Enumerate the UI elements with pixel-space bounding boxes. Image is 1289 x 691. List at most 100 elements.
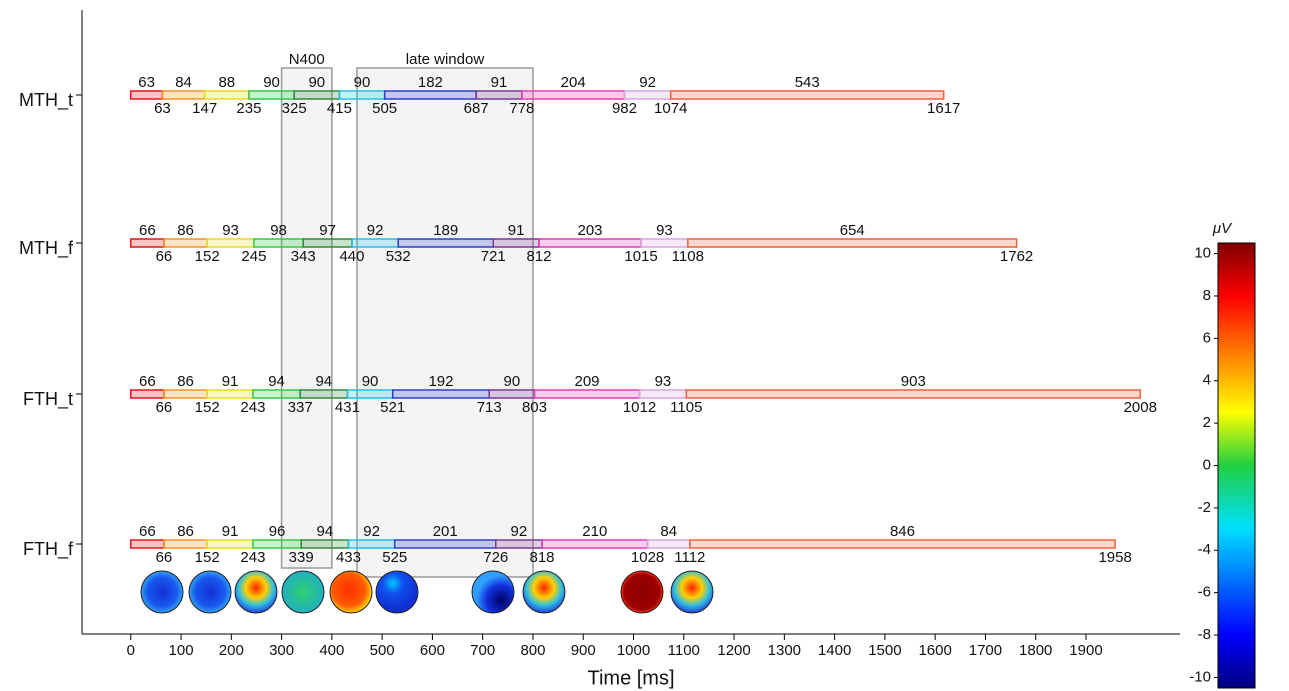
end-label: 337 [288,399,313,416]
duration-label: 66 [139,222,156,239]
topomap [188,570,232,614]
topomap [375,570,419,614]
end-label: 521 [380,399,405,416]
segment [397,238,494,248]
segment [130,90,164,100]
duration-label: 63 [138,74,155,91]
end-label: 687 [464,100,489,117]
duration-label: 92 [639,74,656,91]
colorbar-tick-label: 0 [1203,456,1211,473]
end-label: 2008 [1124,399,1157,416]
x-tick-label: 0 [127,642,135,659]
segment [302,238,353,248]
colorbar-tick-label: 6 [1203,329,1211,346]
x-tick-label: 200 [219,642,244,659]
end-label: 1762 [1000,248,1033,265]
x-tick-label: 1800 [1019,642,1052,659]
segment [130,539,165,549]
topomap [234,570,278,614]
end-label: 415 [327,100,352,117]
segment [203,90,250,100]
segment [533,389,641,399]
duration-label: 86 [177,523,194,540]
end-label: 803 [522,399,547,416]
colorbar-label: μV [1212,220,1233,237]
segment [685,389,1142,399]
end-label: 66 [156,399,173,416]
segment [299,389,349,399]
end-label: 505 [372,100,397,117]
end-label: 1108 [672,248,704,265]
duration-label: 93 [656,222,673,239]
segment [252,539,302,549]
end-label: 713 [477,399,502,416]
topomaps [140,570,714,614]
end-label: 1074 [654,100,687,117]
end-label: 339 [289,549,314,566]
segment [538,238,642,248]
end-label: 1028 [631,549,664,566]
duration-label: 209 [574,373,599,390]
segment [687,238,1018,248]
row-label: FTH_t [23,389,73,410]
x-tick-label: 800 [520,642,545,659]
duration-label: 94 [316,523,333,540]
end-label: 1015 [624,248,657,265]
colorbar-tick-label: 8 [1203,287,1211,304]
duration-label: 90 [504,373,521,390]
duration-label: 91 [222,373,239,390]
segment [163,539,208,549]
duration-label: 90 [308,74,325,91]
end-label: 235 [236,100,261,117]
row-label: MTH_t [19,90,73,111]
topomap [329,570,373,614]
duration-label: 88 [218,74,235,91]
duration-label: 94 [315,373,332,390]
duration-label: 210 [582,523,607,540]
window-label: N400 [289,51,325,68]
end-label: 147 [192,100,217,117]
duration-label: 92 [363,523,380,540]
end-label: 525 [382,549,407,566]
segment [163,238,208,248]
segment [351,238,399,248]
segment [521,90,626,100]
segment [495,539,543,549]
x-tick-label: 1900 [1069,642,1102,659]
end-label: 1617 [927,100,960,117]
x-tick-label: 1600 [918,642,951,659]
segment [130,389,165,399]
topomap [522,570,566,614]
end-label: 433 [336,549,361,566]
segment [689,539,1116,549]
time-window [280,67,333,569]
x-tick-label: 500 [370,642,395,659]
end-label: 440 [339,248,364,265]
end-label: 726 [483,549,508,566]
segment [161,90,206,100]
duration-label: 94 [268,373,285,390]
segment [623,90,672,100]
row-label: MTH_f [19,238,74,259]
segment [640,238,689,248]
topomap [471,570,515,614]
duration-label: 90 [263,74,280,91]
duration-label: 91 [508,222,525,239]
x-axis-title: Time [ms] [587,667,674,689]
end-label: 152 [195,399,220,416]
segment [638,389,688,399]
x-tick-label: 400 [319,642,344,659]
duration-label: 84 [175,74,192,91]
segment [206,238,255,248]
end-label: 818 [529,549,554,566]
duration-label: 66 [139,523,156,540]
x-tick-label: 1400 [818,642,851,659]
topomap [281,570,325,614]
segment [163,389,208,399]
colorbar [1217,242,1256,689]
end-label: 66 [156,248,173,265]
x-tick-label: 1700 [969,642,1002,659]
topomap [140,570,184,614]
end-label: 812 [526,248,551,265]
